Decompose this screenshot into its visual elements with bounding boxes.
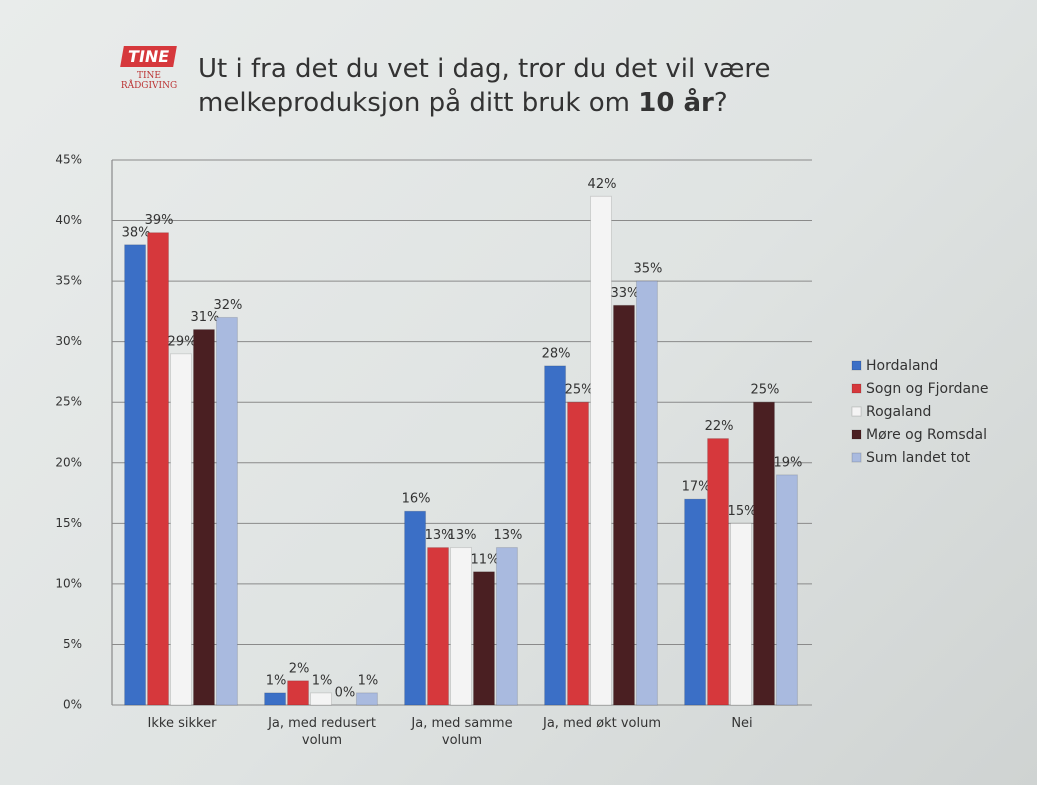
value-label: 13%: [425, 528, 454, 543]
legend-label: Møre og Romsdal: [866, 427, 987, 443]
legend-label: Rogaland: [866, 404, 931, 420]
bar: [170, 353, 192, 706]
x-tick-label: Ja, med økt volum: [543, 716, 661, 731]
y-tick-label: 0%: [63, 698, 82, 712]
value-label: 42%: [588, 177, 617, 192]
title-text: Ut i fra det du vet i dag, tror du det v…: [198, 54, 771, 118]
y-tick-label: 10%: [55, 576, 82, 590]
x-tick-label: Ja, med redusert volum: [268, 716, 376, 748]
legend-swatch: [851, 452, 862, 463]
bar: [752, 401, 775, 706]
value-label: 32%: [213, 298, 242, 313]
legend-label: Sum landet tot: [866, 450, 971, 466]
value-label: 25%: [565, 383, 594, 398]
value-label: 35%: [633, 262, 662, 277]
bar: [684, 498, 707, 706]
bar: [730, 522, 752, 706]
bar: [635, 280, 658, 706]
value-label: 25%: [751, 383, 780, 398]
bar: [124, 244, 147, 706]
y-tick-label: 25%: [55, 395, 82, 409]
value-label: 1%: [358, 673, 379, 688]
bar: [612, 304, 635, 706]
bar: [355, 692, 378, 706]
bar: [495, 547, 518, 706]
value-label: 19%: [773, 455, 802, 470]
bar: [707, 438, 730, 706]
bar: [450, 547, 472, 706]
value-label: 22%: [705, 419, 734, 434]
value-label: 28%: [542, 346, 571, 361]
value-label: 13%: [448, 528, 477, 543]
bar: [427, 547, 450, 706]
value-label: 13%: [493, 528, 522, 543]
y-tick-label: 5%: [63, 637, 82, 651]
bar: [544, 365, 567, 706]
bar: [264, 692, 287, 706]
y-tick-label: 45%: [55, 153, 82, 167]
bar: [147, 232, 170, 706]
value-label: 2%: [289, 661, 310, 676]
logo-subtitle: TINE RÅDGIVING: [120, 71, 178, 91]
legend-swatch: [851, 429, 862, 440]
y-tick-label: 15%: [55, 516, 82, 530]
legend-label: Hordaland: [866, 358, 938, 374]
value-label: 0%: [335, 686, 356, 701]
title-end: ?: [713, 88, 728, 118]
bar: [472, 571, 495, 706]
y-tick-label: 40%: [55, 213, 82, 227]
value-label: 33%: [611, 286, 640, 301]
bar: [215, 316, 238, 706]
value-label: 15%: [728, 504, 757, 519]
bar: [590, 195, 612, 706]
value-label: 11%: [471, 552, 500, 567]
value-label: 17%: [682, 480, 711, 495]
y-tick-label: 30%: [55, 334, 82, 348]
legend-swatch: [851, 406, 862, 417]
x-tick-label: Nei: [731, 716, 753, 731]
legend-swatch: [851, 360, 862, 371]
bar: [287, 680, 310, 706]
y-tick-label: 20%: [55, 455, 82, 469]
bar: [310, 692, 332, 706]
value-label: 31%: [191, 310, 220, 325]
bar: [775, 474, 798, 706]
value-label: 39%: [145, 213, 174, 228]
bar: [192, 329, 215, 706]
y-tick-label: 35%: [55, 274, 82, 288]
value-label: 1%: [312, 673, 333, 688]
value-label: 16%: [402, 492, 431, 507]
value-label: 29%: [168, 334, 197, 349]
legend-swatch: [851, 383, 862, 394]
x-tick-label: Ja, med samme volum: [411, 716, 513, 748]
value-label: 38%: [122, 225, 151, 240]
title-emphasis: 10 år: [638, 88, 714, 118]
logo: TINE TINE RÅDGIVING: [108, 46, 190, 91]
value-label: 1%: [266, 673, 287, 688]
bar: [567, 401, 590, 706]
bar: [404, 510, 427, 706]
x-tick-label: Ikke sikker: [147, 716, 217, 731]
legend-label: Sogn og Fjordane: [866, 381, 989, 397]
chart-title: Ut i fra det du vet i dag, tror du det v…: [198, 52, 838, 120]
